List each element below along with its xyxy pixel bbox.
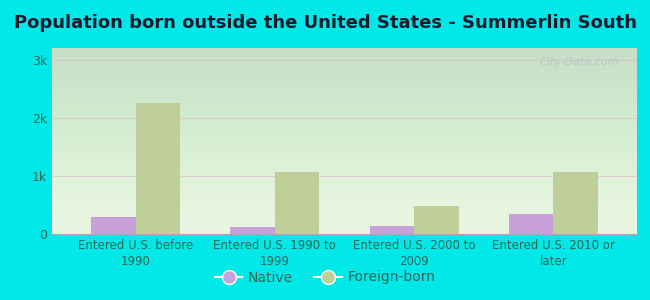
Bar: [91, 217, 136, 234]
Text: Population born outside the United States - Summerlin South: Population born outside the United State…: [14, 14, 636, 32]
Bar: [230, 227, 275, 234]
Bar: [370, 226, 414, 234]
Text: City-Data.com: City-Data.com: [540, 57, 619, 67]
Legend: Native, Foreign-born: Native, Foreign-born: [209, 265, 441, 290]
Bar: [136, 103, 180, 234]
Bar: [509, 214, 553, 234]
Bar: [553, 172, 598, 234]
Bar: [275, 172, 319, 234]
Bar: [414, 206, 459, 234]
